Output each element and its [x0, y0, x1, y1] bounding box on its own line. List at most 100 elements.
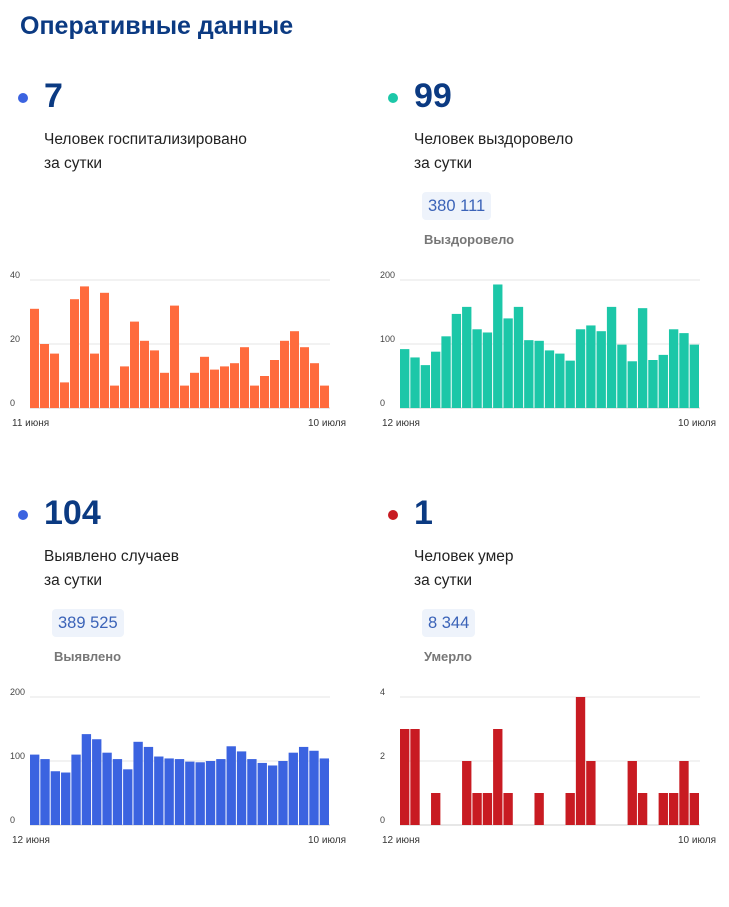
bar — [298, 746, 309, 825]
desc-line: Человек выздоровело — [414, 131, 574, 148]
bar — [71, 754, 81, 825]
card-recovered: 99 Человек выздоровело за сутки 380 111 … — [370, 70, 716, 490]
y-tick-label: 0 — [380, 398, 385, 408]
y-tick-label: 100 — [10, 751, 25, 761]
total-label: Выздоровело — [424, 232, 515, 247]
bar — [606, 306, 617, 408]
y-tick-label: 200 — [380, 270, 395, 280]
card-description: Человек госпитализировано за сутки — [44, 128, 334, 176]
bar — [80, 286, 89, 408]
card-description: Человек умер за сутки — [414, 545, 704, 593]
bar — [210, 369, 219, 408]
x-end-label: 10 июля — [308, 418, 346, 429]
bar — [472, 793, 482, 825]
x-end-label: 10 июля — [308, 835, 346, 846]
bar — [300, 347, 309, 408]
bar — [503, 793, 513, 825]
total-label: Выявлено — [54, 649, 122, 664]
bar — [441, 336, 451, 408]
card-description: Выявлено случаев за сутки — [44, 545, 334, 593]
bar-chart: 0 20 40 11 июня 10 июля — [10, 270, 346, 429]
x-end-label: 10 июля — [678, 835, 716, 846]
bar — [679, 761, 689, 825]
bar — [150, 350, 159, 408]
bar — [627, 761, 637, 825]
bar-chart: 0 100 200 12 июня 10 июля — [380, 270, 716, 429]
chart-cases: 0 100 200 12 июня 10 июля — [0, 687, 346, 852]
bar — [143, 746, 154, 825]
bar — [319, 758, 329, 825]
total-label: Умерло — [424, 649, 472, 664]
bar — [668, 329, 679, 408]
card-deaths: 1 Человек умер за сутки 8 344 Умерло 0 2 4… — [370, 487, 716, 907]
bar — [30, 308, 39, 408]
card-cases: 104 Выявлено случаев за сутки 389 525 Вы… — [0, 487, 346, 907]
bar — [627, 361, 637, 408]
bar — [160, 372, 169, 408]
bar — [410, 357, 420, 408]
y-tick-label: 0 — [380, 815, 385, 825]
bar — [617, 344, 627, 408]
bar — [112, 759, 123, 825]
total-badge: 380 111 — [422, 192, 492, 220]
daily-value: 7 — [44, 77, 63, 115]
desc-line: Человек госпитализировано — [44, 131, 247, 148]
bar — [534, 793, 544, 825]
bar — [400, 349, 410, 408]
bar — [555, 353, 565, 408]
bar — [81, 734, 92, 825]
bar — [185, 761, 195, 825]
series-dot-icon — [388, 510, 398, 520]
bar — [668, 793, 679, 825]
bar — [637, 793, 648, 825]
bar — [689, 793, 699, 825]
bar — [544, 350, 555, 408]
bar — [140, 340, 149, 408]
bar — [689, 344, 699, 408]
bar — [280, 340, 289, 408]
card-description: Человек выздоровело за сутки — [414, 128, 704, 176]
desc-line: за сутки — [44, 155, 103, 172]
bar — [216, 759, 226, 825]
chart-recovered: 0 100 200 12 июня 10 июля — [370, 270, 716, 435]
desc-line: за сутки — [414, 572, 473, 589]
bar — [596, 331, 606, 408]
x-start-label: 12 июня — [382, 835, 420, 846]
bar — [40, 344, 49, 408]
bar — [110, 385, 119, 408]
total-badge: 8 344 — [422, 609, 476, 637]
y-tick-label: 0 — [10, 398, 15, 408]
bar — [123, 769, 133, 825]
bar — [170, 305, 179, 408]
bar — [310, 363, 319, 408]
desc-line: Человек умер — [414, 548, 514, 565]
bar — [92, 739, 102, 825]
bar — [431, 351, 441, 408]
bar — [164, 758, 174, 825]
series-dot-icon — [388, 93, 398, 103]
bar — [120, 366, 129, 408]
bar — [200, 356, 209, 408]
y-tick-label: 4 — [380, 687, 385, 697]
bar — [524, 340, 534, 408]
bar — [100, 292, 109, 408]
bar — [240, 347, 249, 408]
bar — [586, 325, 596, 408]
x-end-label: 10 июля — [678, 418, 716, 429]
bar — [180, 385, 189, 408]
x-start-label: 12 июня — [12, 835, 50, 846]
y-tick-label: 200 — [10, 687, 25, 697]
bar — [679, 333, 689, 408]
bar — [462, 761, 472, 825]
bar — [658, 793, 668, 825]
bar — [195, 762, 205, 825]
bar — [648, 360, 658, 408]
bar — [61, 772, 71, 825]
bar — [50, 353, 59, 408]
x-start-label: 12 июня — [382, 418, 420, 429]
bar — [190, 372, 199, 408]
bar — [133, 741, 143, 825]
bar — [236, 751, 247, 825]
bar — [462, 306, 472, 408]
bar — [267, 765, 278, 825]
